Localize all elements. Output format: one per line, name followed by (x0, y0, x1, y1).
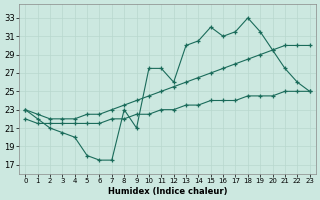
X-axis label: Humidex (Indice chaleur): Humidex (Indice chaleur) (108, 187, 227, 196)
